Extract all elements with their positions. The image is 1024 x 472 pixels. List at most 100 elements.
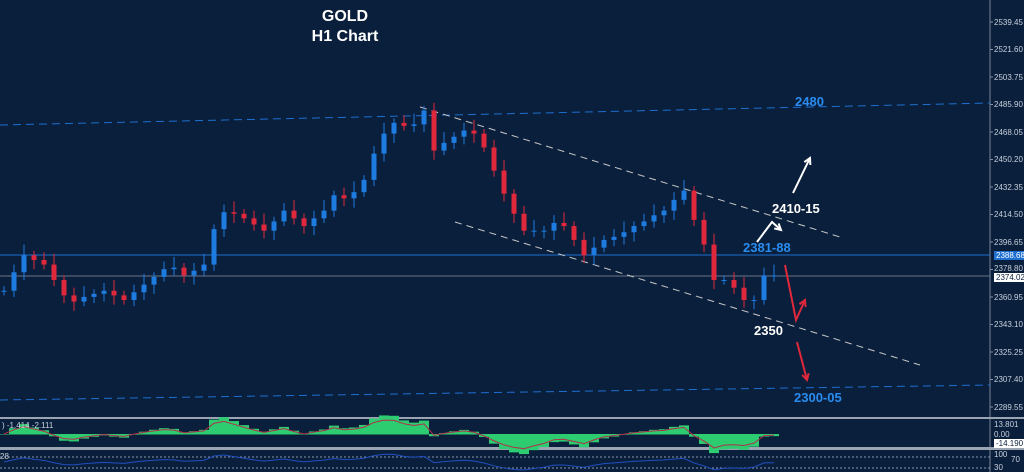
- macd-histogram-bar: [379, 415, 389, 435]
- candle-body: [511, 193, 517, 214]
- candle-body: [621, 232, 627, 237]
- macd-histogram-bar: [739, 434, 749, 450]
- macd-histogram-bar: [449, 431, 459, 435]
- candle-body: [161, 269, 167, 277]
- candle-body: [561, 222, 567, 227]
- level-2480-line: [0, 102, 991, 126]
- macd-histogram-bar: [319, 429, 329, 435]
- candle-body: [731, 279, 737, 288]
- macd-histogram-bar: [9, 428, 19, 435]
- rsi-tick-70: 70: [1011, 455, 1020, 464]
- macd-tick-zero: 0.00: [994, 429, 1010, 439]
- candle-body: [371, 153, 377, 180]
- y-tick-label: 2343.10: [994, 320, 1023, 329]
- candle-body: [611, 236, 617, 240]
- macd-histogram-bar: [469, 431, 479, 435]
- candle-body: [501, 170, 507, 194]
- candle-body: [171, 267, 177, 270]
- candle-body: [211, 229, 217, 265]
- level-2300-line: [0, 384, 991, 401]
- macd-histogram-bar: [39, 430, 49, 435]
- candle-body: [1, 290, 7, 292]
- macd-histogram-bar: [159, 428, 169, 435]
- macd-histogram-bar: [199, 429, 209, 435]
- macd-histogram-bar: [519, 434, 529, 455]
- candle-body: [141, 284, 147, 293]
- macd-histogram-bar: [169, 428, 179, 435]
- macd-histogram-bar: [679, 425, 689, 435]
- candle-body: [351, 192, 357, 199]
- rsi-tick-100: 100: [994, 449, 1008, 459]
- arrow-down-target: [796, 341, 808, 381]
- macd-histogram-bar: [279, 426, 289, 435]
- arrow-breakout-head: [773, 223, 783, 232]
- macd-histogram-bar: [699, 434, 709, 444]
- candle-body: [231, 212, 237, 214]
- macd-histogram-bar: [369, 418, 379, 435]
- macd-histogram-bar: [179, 432, 189, 435]
- macd-histogram-bar: [59, 434, 69, 441]
- macd-histogram-bar: [409, 422, 419, 435]
- macd-histogram-bar: [669, 426, 679, 435]
- candle-body: [301, 218, 307, 227]
- candle-body: [341, 195, 347, 199]
- macd-histogram-bar: [629, 432, 639, 435]
- arrow-breakout: [756, 220, 782, 243]
- macd-histogram-bar: [559, 434, 569, 442]
- annotation-2300-05: 2300-05: [794, 390, 842, 405]
- candle-body: [151, 276, 157, 285]
- candle-body: [71, 295, 77, 302]
- macd-histogram-bar: [529, 434, 539, 451]
- macd-histogram-bar: [189, 431, 199, 435]
- macd-tick-max: 13.801: [994, 420, 1019, 429]
- candle-body: [321, 210, 327, 219]
- macd-histogram-bar: [139, 431, 149, 435]
- candle-body: [481, 133, 487, 148]
- chart-title-timeframe: H1 Chart: [311, 28, 379, 45]
- candle-body: [681, 190, 687, 200]
- candle-body: [61, 279, 67, 296]
- y-tick-label: 2307.40: [994, 375, 1023, 384]
- y-tick-label: 2468.05: [994, 127, 1023, 137]
- candle-body: [421, 110, 427, 125]
- macd-histogram-bar: [349, 427, 359, 435]
- arrow-pullback: [784, 264, 806, 324]
- y-tick-label: 2396.65: [994, 237, 1023, 247]
- macd-histogram-bar: [709, 434, 719, 454]
- macd-histogram-bar: [29, 427, 39, 435]
- candle-body: [701, 219, 707, 245]
- candle-body: [91, 293, 97, 297]
- macd-histogram-bar: [119, 434, 129, 438]
- channel-lower-line: [454, 221, 921, 366]
- macd-histogram-bar: [239, 425, 249, 435]
- annotation-2410-15: 2410-15: [772, 201, 820, 216]
- rsi-tick-30: 30: [994, 462, 1003, 472]
- macd-panel-separator: [0, 417, 1024, 419]
- price-tag-resistance: 2388.68: [994, 251, 1024, 260]
- candle-body: [251, 218, 257, 225]
- candle-body: [41, 259, 47, 265]
- candle-body: [411, 124, 417, 126]
- macd-signal-line: [3, 419, 775, 450]
- candle-body: [221, 212, 227, 230]
- candle-body: [311, 218, 317, 227]
- chart-title-symbol: GOLD: [321, 8, 369, 25]
- macd-histogram-bar: [289, 430, 299, 435]
- macd-label: ) -1.414 -2.111: [2, 421, 54, 430]
- candle-body: [601, 239, 607, 248]
- annotation-2480: 2480: [795, 94, 824, 109]
- candle-body: [111, 290, 117, 296]
- macd-histogram-bar: [509, 434, 519, 453]
- candle-body: [431, 110, 437, 151]
- candle-body: [711, 244, 717, 280]
- candle-body: [551, 222, 557, 231]
- candle-body: [741, 287, 747, 301]
- candle-body: [241, 213, 247, 219]
- candle-body: [471, 130, 477, 134]
- candle-body: [131, 292, 137, 301]
- macd-histogram-bar: [389, 415, 399, 435]
- candle-body: [671, 199, 677, 211]
- candle-body: [51, 264, 57, 280]
